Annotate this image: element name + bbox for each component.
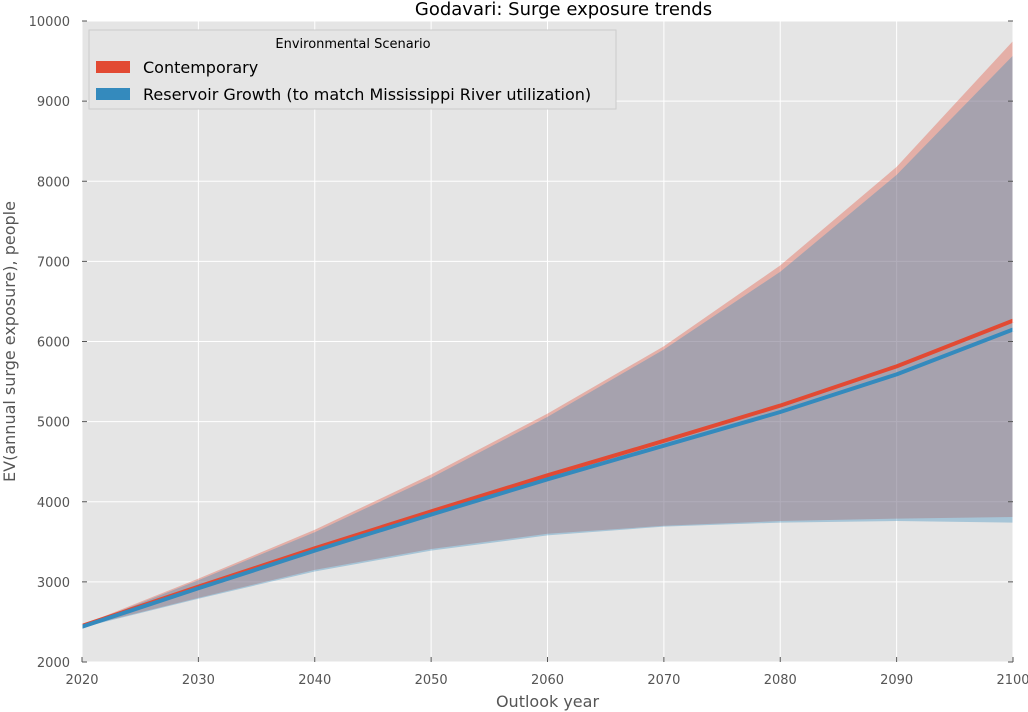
legend: Environmental Scenario Contemporary Rese… — [88, 29, 617, 110]
y-tick-label: 9000 — [37, 95, 70, 110]
legend-title: Environmental Scenario — [275, 37, 430, 52]
legend-box — [88, 29, 617, 110]
x-tick-label: 2090 — [880, 673, 913, 688]
legend-swatch-reservoir-growth — [96, 88, 130, 100]
legend-swatch-contemporary — [96, 61, 130, 73]
chart-title: Godavari: Surge exposure trends — [415, 0, 712, 20]
x-axis-title: Outlook year — [496, 692, 600, 711]
x-tick-label: 2100 — [996, 673, 1028, 688]
uncertainty-bands — [82, 41, 1013, 628]
x-tick-label: 2080 — [764, 673, 797, 688]
y-axis-title: EV(annual surge exposure), people — [0, 201, 19, 482]
y-tick-label: 7000 — [37, 255, 70, 270]
y-tick-label: 5000 — [37, 416, 70, 431]
y-tick-label: 6000 — [37, 336, 70, 351]
x-tick-label: 2020 — [65, 673, 98, 688]
y-tick-label: 2000 — [37, 656, 70, 671]
x-tick-label: 2040 — [298, 673, 331, 688]
y-tick-label: 4000 — [37, 496, 70, 511]
x-tick-label: 2050 — [415, 673, 448, 688]
y-tick-label: 8000 — [37, 175, 70, 190]
x-tick-label: 2030 — [182, 673, 215, 688]
series-lines — [81, 318, 1014, 629]
legend-label-reservoir-growth: Reservoir Growth (to match Mississippi R… — [143, 85, 591, 104]
x-tick-label: 2060 — [531, 673, 564, 688]
series-line-1 — [81, 327, 1014, 629]
legend-label-contemporary: Contemporary — [143, 58, 258, 77]
x-tick-label: 2070 — [647, 673, 680, 688]
band-0 — [82, 41, 1013, 627]
y-tick-label: 10000 — [29, 15, 70, 30]
y-tick-label: 3000 — [37, 576, 70, 591]
axis-ticks: 2020 2030 2040 2050 2060 2070 2080 2090 2100 2000… — [29, 15, 1028, 688]
band-1 — [82, 55, 1013, 628]
